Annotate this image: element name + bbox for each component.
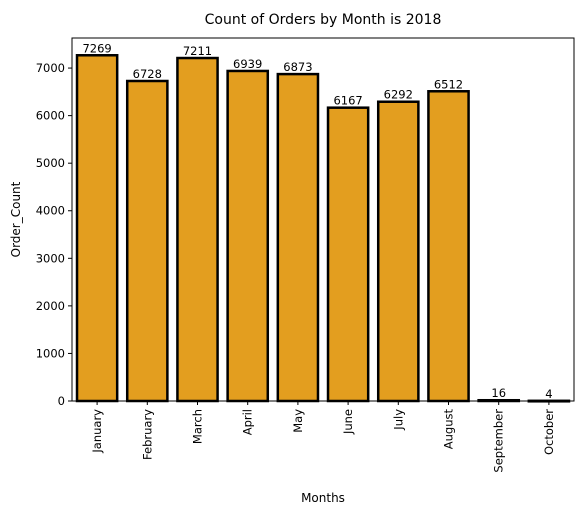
data-label-june: 6167 xyxy=(333,94,362,108)
bar-april xyxy=(226,69,270,403)
x-tick-label-august: August xyxy=(442,409,456,450)
y-axis: 0 1000 2000 3000 4000 5000 6000 7000 xyxy=(36,61,72,408)
x-tick-label-may: May xyxy=(291,409,305,433)
y-tick-label-6000: 6000 xyxy=(36,109,65,123)
data-label-august: 6512 xyxy=(434,77,463,91)
data-label-march: 7211 xyxy=(183,44,212,58)
plot-frame xyxy=(71,37,575,402)
bars-group: 7269 6728 7211 6939 6873 6167 6292 6512 16 4 xyxy=(75,41,571,403)
x-tick-label-february: February xyxy=(140,409,154,460)
y-tick-label-1000: 1000 xyxy=(36,346,65,360)
y-tick-label-5000: 5000 xyxy=(36,156,65,170)
y-tick-label-2000: 2000 xyxy=(36,299,65,313)
x-axis: January February March April May June July Augu… xyxy=(90,401,556,473)
y-tick-label-0: 0 xyxy=(58,394,65,408)
bar-june xyxy=(326,106,370,403)
bar-may xyxy=(276,72,320,403)
data-label-september: 16 xyxy=(491,386,506,400)
x-tick-label-june: June xyxy=(341,409,355,435)
bar-march xyxy=(176,56,219,403)
y-axis-label: Order_Count xyxy=(9,181,23,257)
y-tick-label-4000: 4000 xyxy=(36,204,65,218)
bar-february xyxy=(125,79,169,403)
x-axis-label: Months xyxy=(301,491,345,505)
x-tick-label-september: September xyxy=(492,409,506,473)
x-tick-label-july: July xyxy=(391,409,405,431)
data-label-october: 4 xyxy=(545,387,552,401)
bar-january xyxy=(75,54,119,403)
data-label-february: 6728 xyxy=(133,67,162,81)
x-tick-label-march: March xyxy=(191,409,205,444)
data-label-january: 7269 xyxy=(82,41,111,55)
x-tick-label-january: January xyxy=(90,409,104,454)
data-label-april: 6939 xyxy=(233,57,262,71)
bar-july xyxy=(376,100,420,403)
chart-title: Count of Orders by Month is 2018 xyxy=(205,12,442,28)
data-label-july: 6292 xyxy=(384,88,413,102)
bar-august xyxy=(427,90,470,403)
x-tick-label-april: April xyxy=(241,409,255,435)
x-tick-label-october: October xyxy=(542,409,556,455)
y-tick-label-3000: 3000 xyxy=(36,251,65,265)
data-label-may: 6873 xyxy=(283,60,312,74)
y-tick-label-7000: 7000 xyxy=(36,61,65,75)
